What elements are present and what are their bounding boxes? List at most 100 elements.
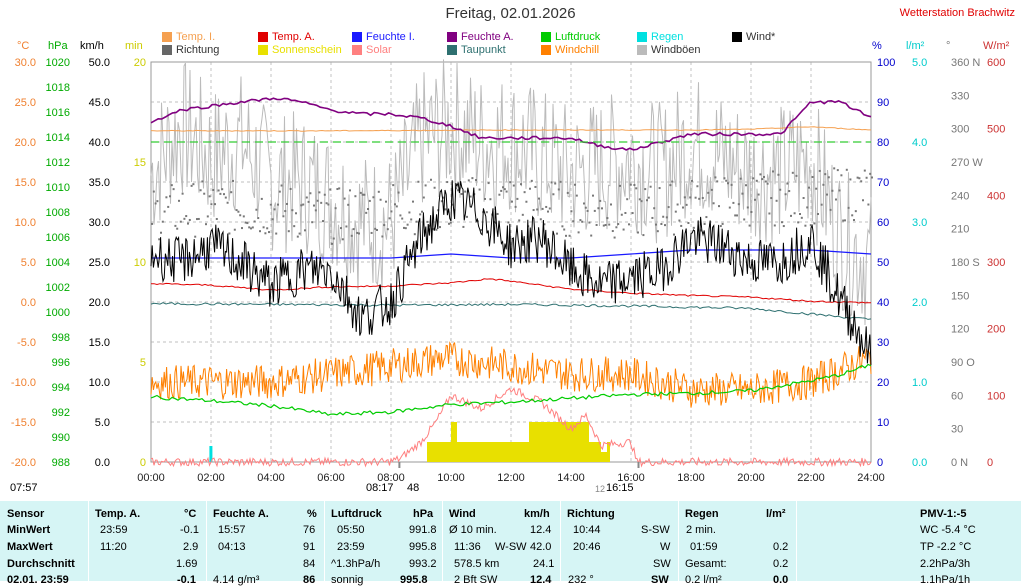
direction-dot xyxy=(349,189,351,192)
direction-dot xyxy=(160,231,162,234)
sunrise-value-label: 48 xyxy=(407,482,420,494)
direction-dot xyxy=(827,176,830,179)
axis-tick-label-humidity: 80 xyxy=(877,137,889,149)
direction-dot xyxy=(649,185,652,188)
direction-dot xyxy=(161,220,164,223)
direction-dot xyxy=(698,197,701,200)
direction-dot xyxy=(701,196,704,199)
direction-dot xyxy=(824,173,827,176)
direction-dot xyxy=(727,182,729,185)
axis-tick-label-wind: 45.0 xyxy=(89,97,110,109)
direction-dot xyxy=(397,191,400,194)
legend-swatch xyxy=(352,32,362,42)
legend-item: Solar xyxy=(352,44,392,56)
legend-label: Feuchte I. xyxy=(366,31,415,43)
direction-dot xyxy=(779,188,782,191)
axis-tick-label-temp: -20.0 xyxy=(11,457,36,469)
direction-dot xyxy=(811,176,814,179)
direction-dot xyxy=(795,174,798,177)
press-current-value: 995.8 xyxy=(400,574,428,586)
direction-dot xyxy=(487,182,490,185)
direction-dot xyxy=(340,227,342,230)
direction-dot xyxy=(512,184,515,187)
direction-dot xyxy=(385,200,387,203)
legend-label: Temp. A. xyxy=(272,31,315,43)
axis-tick-label-pressure: 1010 xyxy=(46,182,70,194)
direction-dot xyxy=(266,227,269,230)
direction-dot xyxy=(359,191,362,194)
direction-dot xyxy=(264,232,267,235)
direction-dot xyxy=(793,212,796,215)
direction-dot xyxy=(241,227,243,230)
press-min-value: 991.8 xyxy=(409,524,437,536)
direction-dot xyxy=(615,226,618,229)
rain-max-time: 01:59 xyxy=(690,541,718,553)
direction-dot xyxy=(784,193,787,196)
direction-dot xyxy=(381,235,384,238)
direction-dot xyxy=(739,177,742,180)
axis-tick-label-pressure: 992 xyxy=(52,407,70,419)
direction-dot xyxy=(343,197,346,200)
direction-dot xyxy=(577,231,580,234)
sunshine-bar xyxy=(595,442,601,462)
stats-header-pmv: PMV-1:-5 xyxy=(920,508,967,520)
direction-dot xyxy=(637,231,639,234)
temp-max-value: 2.9 xyxy=(183,541,199,553)
axis-tick-label-wind: 40.0 xyxy=(89,137,110,149)
direction-dot xyxy=(287,230,290,233)
direction-dot xyxy=(858,177,861,180)
direction-dot xyxy=(640,200,643,203)
direction-dot xyxy=(208,195,211,198)
direction-dot xyxy=(680,224,683,227)
direction-dot xyxy=(797,221,800,224)
direction-dot xyxy=(341,238,344,241)
direction-dot xyxy=(791,171,794,174)
direction-dot xyxy=(451,203,454,206)
direction-dot xyxy=(278,190,281,193)
direction-dot xyxy=(417,180,420,183)
stats-header-sensor: Sensor xyxy=(7,508,45,520)
direction-dot xyxy=(800,216,803,219)
direction-dot xyxy=(561,225,564,228)
direction-dot xyxy=(383,224,386,227)
direction-dot xyxy=(638,198,641,201)
direction-dot xyxy=(172,188,175,191)
stats-header-rain: Regen xyxy=(685,508,719,520)
direction-dot xyxy=(500,189,503,192)
direction-dot xyxy=(579,219,582,222)
sunshine-bar xyxy=(490,442,520,462)
direction-dot xyxy=(374,227,377,230)
direction-dot xyxy=(723,177,726,180)
axis-tick-label-pressure: 994 xyxy=(52,382,70,394)
direction-dot xyxy=(415,220,418,223)
direction-dot xyxy=(467,179,470,182)
direction-dot xyxy=(352,228,355,231)
direction-dot xyxy=(244,221,247,224)
direction-dot xyxy=(790,214,792,217)
direction-dot xyxy=(444,208,447,211)
direction-dot xyxy=(197,217,200,220)
direction-dot xyxy=(221,188,224,191)
direction-dot xyxy=(619,184,621,187)
direction-dot xyxy=(412,200,414,203)
direction-dot xyxy=(538,197,540,200)
midnight-time-label: 07:57 xyxy=(10,482,38,494)
direction-dot xyxy=(304,229,306,232)
direction-dot xyxy=(799,213,801,216)
direction-dot xyxy=(440,200,443,203)
direction-dot xyxy=(588,221,591,224)
legend-item: Windböen xyxy=(637,44,701,56)
legend-item: Feuchte I. xyxy=(352,31,415,43)
direction-dot xyxy=(534,185,537,188)
axis-tick-label-wind: 50.0 xyxy=(89,57,110,69)
legend-label: Taupunkt xyxy=(461,44,506,56)
direction-dot xyxy=(862,199,864,202)
x-tick-label: 22:00 xyxy=(797,472,825,484)
direction-dot xyxy=(453,208,456,211)
direction-dot xyxy=(682,206,684,209)
direction-dot xyxy=(314,209,317,212)
direction-dot xyxy=(320,201,323,204)
direction-dot xyxy=(293,225,296,228)
direction-dot xyxy=(584,206,587,209)
direction-dot xyxy=(685,203,688,206)
